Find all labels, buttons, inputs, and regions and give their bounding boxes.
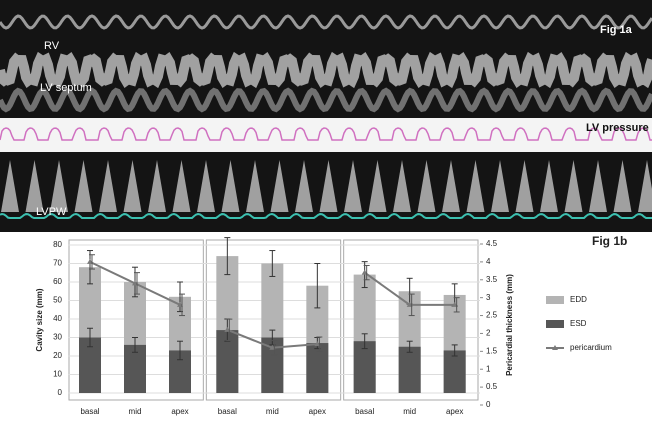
legend-label: EDD — [570, 295, 587, 304]
y2-tick-label: 3.5 — [486, 275, 498, 284]
y-tick-label: 30 — [53, 333, 62, 342]
septum-trace2 — [0, 87, 652, 113]
y-tick-label: 0 — [58, 388, 63, 397]
bar — [398, 346, 421, 393]
rv-trace — [0, 14, 652, 30]
lvpw-spike — [393, 160, 411, 212]
y2-tick-label: 2.5 — [486, 311, 498, 320]
y-tick-label: 60 — [53, 277, 62, 286]
legend-swatch — [546, 320, 564, 328]
bar — [353, 341, 376, 393]
lvpw-spike — [295, 160, 313, 212]
panel-frame — [343, 239, 479, 401]
lvpw-spike — [466, 160, 485, 212]
y-tick-label: 50 — [53, 296, 62, 305]
rv-label: RV — [44, 40, 60, 52]
x-tick-label: basal — [80, 407, 99, 416]
lvpw-spike — [613, 160, 632, 212]
lvpw-spike — [99, 160, 117, 212]
y2-axis-title: Pericardial thickness (mm) — [505, 274, 514, 376]
y-tick-label: 10 — [53, 370, 62, 379]
x-tick-label: basal — [218, 407, 237, 416]
x-tick-label: mid — [129, 407, 142, 416]
y-tick-label: 40 — [53, 314, 62, 323]
lvpw-spike — [270, 160, 289, 212]
lvpw-spike — [368, 160, 387, 212]
lvpw-spike — [246, 160, 264, 212]
legend-swatch — [546, 296, 564, 304]
lvpw-spike — [589, 160, 607, 212]
lvpw-spike — [197, 160, 215, 212]
lvpw-spike — [540, 160, 558, 212]
pressure-band — [0, 118, 652, 152]
bar — [261, 337, 284, 393]
ecg-trace — [0, 212, 652, 219]
y2-tick-label: 0.5 — [486, 382, 498, 391]
x-tick-label: basal — [355, 407, 374, 416]
lvpw-spike — [25, 160, 44, 212]
lvpw-spike — [221, 160, 240, 212]
y-tick-label: 80 — [53, 240, 62, 249]
bar — [443, 350, 466, 393]
y2-tick-label: 0 — [486, 400, 491, 409]
waveforms — [0, 14, 652, 219]
y2-tick-label: 3 — [486, 293, 491, 302]
lvpw-spike — [564, 160, 583, 212]
lvpw-spike — [50, 160, 68, 212]
y2-tick-label: 1 — [486, 364, 491, 373]
bar — [216, 330, 239, 393]
lvpw-spike — [638, 160, 652, 212]
y-axis-title: Cavity size (mm) — [35, 288, 44, 351]
lvpw-spike — [491, 160, 509, 212]
lvpw-spike — [1, 160, 19, 212]
y2-tick-label: 1.5 — [486, 346, 498, 355]
x-tick-label: mid — [266, 407, 279, 416]
lvpw-spike — [123, 160, 142, 212]
y2-tick-label: 2 — [486, 329, 491, 338]
legend-marker — [552, 345, 558, 350]
panel-frame — [68, 239, 204, 401]
x-tick-label: apex — [309, 407, 326, 416]
pressure-trace — [0, 127, 652, 141]
lvpw-spike — [319, 160, 338, 212]
bar — [124, 344, 146, 393]
lvpw-label: LVPW — [36, 206, 67, 218]
septum-trace — [0, 51, 652, 89]
x-tick-label: mid — [403, 407, 416, 416]
lvpw-spike — [148, 160, 166, 212]
y2-tick-label: 4.5 — [486, 239, 498, 248]
lvpw-spike — [515, 160, 534, 212]
bar — [79, 337, 101, 393]
bar — [169, 350, 191, 393]
y-tick-label: 20 — [53, 351, 62, 360]
lvpw-spike — [344, 160, 362, 212]
chart-title: Fig 1b — [592, 234, 627, 248]
panel-frame — [205, 239, 342, 401]
lvpw-spike — [172, 160, 191, 212]
x-tick-label: apex — [446, 407, 463, 416]
bar — [306, 343, 329, 393]
fig-label: Fig 1a — [600, 24, 633, 36]
y-tick-label: 70 — [53, 259, 62, 268]
septum-label: LV septum — [40, 82, 92, 94]
lvpw-spike — [442, 160, 460, 212]
legend-label: ESD — [570, 319, 587, 328]
pressure-label: LV pressure — [586, 122, 649, 134]
lvpw-spike — [417, 160, 436, 212]
lvpw-spike — [74, 160, 93, 212]
y2-tick-label: 4 — [486, 257, 491, 266]
x-tick-label: apex — [171, 407, 188, 416]
legend-label: pericardium — [570, 343, 612, 352]
